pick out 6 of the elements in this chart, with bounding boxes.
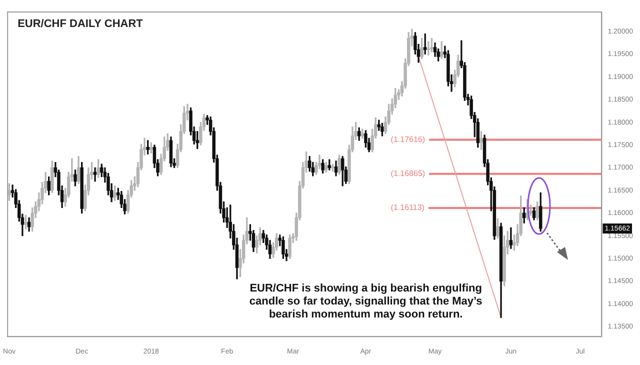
ref-line-label: (1.16865) bbox=[390, 169, 426, 178]
candlestick bbox=[93, 167, 97, 182]
ref-line-label: (1.17616) bbox=[390, 134, 426, 144]
ref-line-label: (1.16113) bbox=[390, 203, 425, 212]
annotation: EUR/CHF is showing a big bearish engulfing candle so far today, signalling that the May’s bearish momentum may soon return. bbox=[249, 282, 482, 321]
text: EUR/CHF DAILY CHART bbox=[18, 18, 144, 30]
